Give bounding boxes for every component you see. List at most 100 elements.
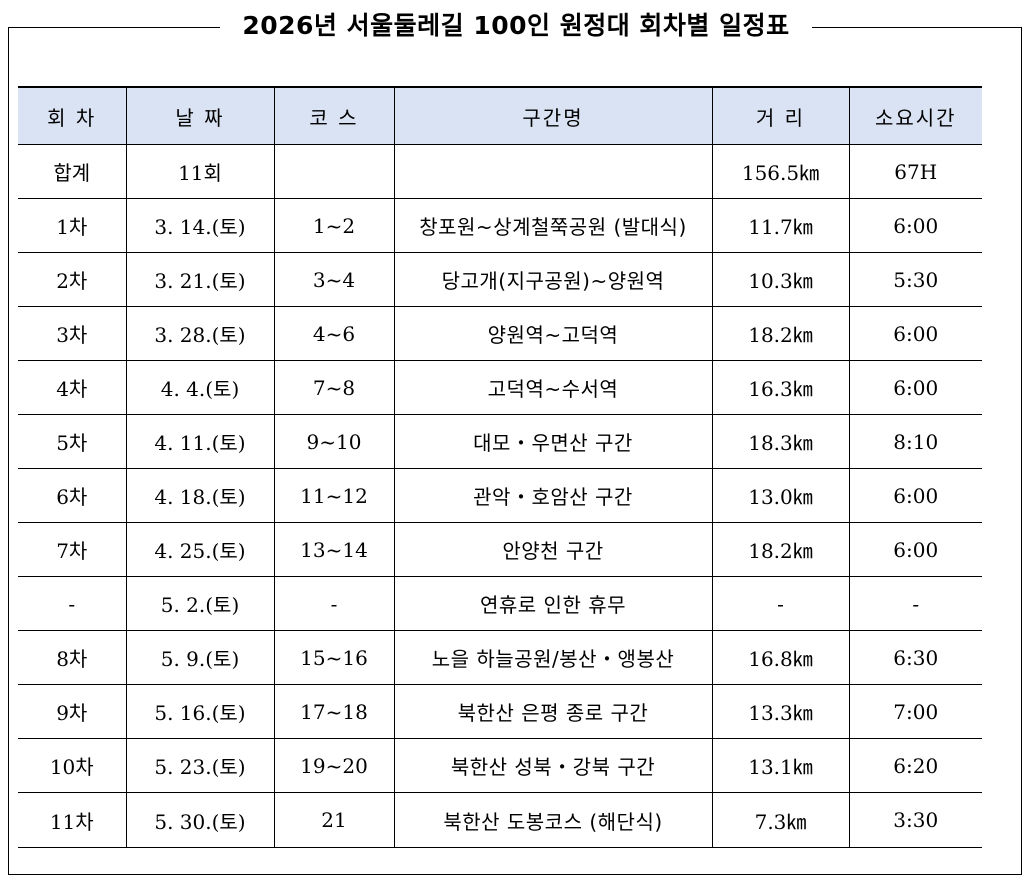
cell-date: 5. 23.(토) [125, 738, 275, 793]
cell-date: 4. 11.(토) [125, 414, 275, 469]
cell-distance: 10.3㎞ [711, 252, 850, 307]
cell-round: 9차 [18, 684, 127, 739]
cell-course: 11~12 [273, 468, 395, 523]
table-row: 8차 5. 9.(토) 15~16 노을 하늘공원/봉산・앵봉산 16.8㎞ 6… [18, 630, 982, 685]
cell-distance: 11.7㎞ [711, 198, 850, 253]
cell-date: 4. 18.(토) [125, 468, 275, 523]
cell-course: - [273, 576, 395, 631]
table-row: 2차 3. 21.(토) 3~4 당고개(지구공원)~양원역 10.3㎞ 5:3… [18, 252, 982, 307]
cell-route: 당고개(지구공원)~양원역 [393, 252, 713, 307]
cell-course: 19~20 [273, 738, 395, 793]
cell-route: 관악・호암산 구간 [393, 468, 713, 523]
cell-time: 8:10 [848, 414, 982, 469]
cell-course: 13~14 [273, 522, 395, 577]
cell-date: 11회 [125, 144, 275, 199]
cell-distance: 18.2㎞ [711, 522, 850, 577]
cell-date: 3. 14.(토) [125, 198, 275, 253]
cell-round: 11차 [18, 792, 127, 848]
table-row-total: 합계 11회 156.5㎞ 67H [18, 144, 982, 199]
schedule-table: 회 차 날 짜 코 스 구간명 거 리 소요시간 합계 11회 156.5㎞ 6… [18, 86, 982, 848]
cell-route: 연휴로 인한 휴무 [393, 576, 713, 631]
cell-round: 3차 [18, 306, 127, 361]
cell-round: 1차 [18, 198, 127, 253]
header-route: 구간명 [393, 86, 713, 145]
cell-distance: 18.3㎞ [711, 414, 850, 469]
cell-date: 5. 16.(토) [125, 684, 275, 739]
table-row: 6차 4. 18.(토) 11~12 관악・호암산 구간 13.0㎞ 6:00 [18, 468, 982, 523]
cell-route: 북한산 성북・강북 구간 [393, 738, 713, 793]
cell-time: 7:00 [848, 684, 982, 739]
cell-time: 6:30 [848, 630, 982, 685]
table-row: 1차 3. 14.(토) 1~2 창포원~상계철쭉공원 (발대식) 11.7㎞ … [18, 198, 982, 253]
cell-date: 4. 25.(토) [125, 522, 275, 577]
cell-round: 10차 [18, 738, 127, 793]
cell-route: 양원역~고덕역 [393, 306, 713, 361]
cell-time: 6:00 [848, 468, 982, 523]
page-title: 2026년 서울둘레길 100인 원정대 회차별 일정표 [220, 6, 812, 46]
cell-course: 21 [273, 792, 395, 848]
cell-course: 3~4 [273, 252, 395, 307]
cell-time: 3:30 [848, 792, 982, 848]
cell-route: 북한산 도봉코스 (해단식) [393, 792, 713, 848]
cell-course: 7~8 [273, 360, 395, 415]
cell-route: 북한산 은평 종로 구간 [393, 684, 713, 739]
cell-route: 노을 하늘공원/봉산・앵봉산 [393, 630, 713, 685]
cell-distance: 13.1㎞ [711, 738, 850, 793]
table-row: 5차 4. 11.(토) 9~10 대모・우면산 구간 18.3㎞ 8:10 [18, 414, 982, 469]
cell-course [273, 144, 395, 199]
table-row: - 5. 2.(토) - 연휴로 인한 휴무 - - [18, 576, 982, 631]
cell-distance: 13.0㎞ [711, 468, 850, 523]
cell-date: 5. 9.(토) [125, 630, 275, 685]
cell-route: 안양천 구간 [393, 522, 713, 577]
cell-time: 6:00 [848, 522, 982, 577]
cell-round: 4차 [18, 360, 127, 415]
table-row: 10차 5. 23.(토) 19~20 북한산 성북・강북 구간 13.1㎞ 6… [18, 738, 982, 793]
cell-round: 8차 [18, 630, 127, 685]
cell-date: 4. 4.(토) [125, 360, 275, 415]
cell-time: 6:00 [848, 198, 982, 253]
cell-course: 17~18 [273, 684, 395, 739]
title-wrap: 2026년 서울둘레길 100인 원정대 회차별 일정표 [0, 6, 1032, 46]
cell-date: 5. 30.(토) [125, 792, 275, 848]
header-course: 코 스 [273, 86, 395, 145]
cell-round: 합계 [18, 144, 127, 199]
cell-distance: 13.3㎞ [711, 684, 850, 739]
cell-route: 대모・우면산 구간 [393, 414, 713, 469]
cell-distance: 156.5㎞ [711, 144, 850, 199]
header-time: 소요시간 [848, 86, 982, 145]
header-distance: 거 리 [711, 86, 850, 145]
cell-distance: 16.3㎞ [711, 360, 850, 415]
cell-date: 3. 28.(토) [125, 306, 275, 361]
cell-time: 67H [848, 144, 982, 199]
header-round: 회 차 [18, 86, 127, 145]
table-row: 4차 4. 4.(토) 7~8 고덕역~수서역 16.3㎞ 6:00 [18, 360, 982, 415]
table-row: 3차 3. 28.(토) 4~6 양원역~고덕역 18.2㎞ 6:00 [18, 306, 982, 361]
cell-distance: 18.2㎞ [711, 306, 850, 361]
cell-time: 6:00 [848, 360, 982, 415]
cell-round: 7차 [18, 522, 127, 577]
cell-distance: 16.8㎞ [711, 630, 850, 685]
cell-distance: - [711, 576, 850, 631]
header-row: 회 차 날 짜 코 스 구간명 거 리 소요시간 [18, 86, 982, 145]
cell-time: - [848, 576, 982, 631]
table-row: 7차 4. 25.(토) 13~14 안양천 구간 18.2㎞ 6:00 [18, 522, 982, 577]
cell-distance: 7.3㎞ [711, 792, 850, 848]
header-date: 날 짜 [125, 86, 275, 145]
cell-round: 2차 [18, 252, 127, 307]
cell-time: 6:00 [848, 306, 982, 361]
cell-round: 6차 [18, 468, 127, 523]
cell-course: 9~10 [273, 414, 395, 469]
cell-course: 4~6 [273, 306, 395, 361]
cell-course: 15~16 [273, 630, 395, 685]
table-row: 11차 5. 30.(토) 21 북한산 도봉코스 (해단식) 7.3㎞ 3:3… [18, 792, 982, 848]
cell-date: 5. 2.(토) [125, 576, 275, 631]
cell-date: 3. 21.(토) [125, 252, 275, 307]
cell-route: 고덕역~수서역 [393, 360, 713, 415]
cell-time: 5:30 [848, 252, 982, 307]
cell-round: 5차 [18, 414, 127, 469]
cell-round: - [18, 576, 127, 631]
cell-course: 1~2 [273, 198, 395, 253]
cell-time: 6:20 [848, 738, 982, 793]
cell-route: 창포원~상계철쭉공원 (발대식) [393, 198, 713, 253]
table-row: 9차 5. 16.(토) 17~18 북한산 은평 종로 구간 13.3㎞ 7:… [18, 684, 982, 739]
